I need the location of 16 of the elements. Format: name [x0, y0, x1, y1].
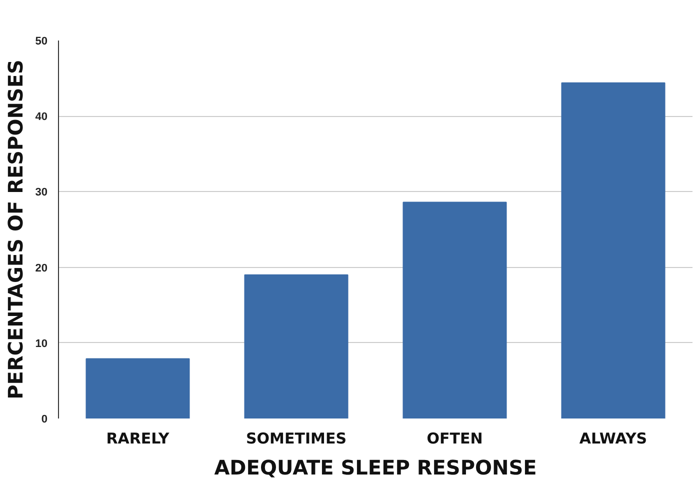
- y-tick-label: 0: [41, 414, 48, 426]
- x-axis-title: ADEQUATE SLEEP RESPONSE: [214, 456, 537, 480]
- y-tick-label: 30: [35, 186, 48, 199]
- y-tick-label: 10: [35, 338, 48, 350]
- y-tick-label: 50: [35, 36, 48, 48]
- bar: [561, 82, 666, 418]
- x-tick-label: RARELY: [106, 430, 170, 448]
- bar: [244, 274, 348, 418]
- y-axis-title: PERCENTAGES OF RESPONSES: [3, 60, 28, 400]
- x-tick-label: OFTEN: [426, 430, 483, 448]
- bar: [402, 202, 507, 418]
- y-tick-label: 20: [35, 262, 48, 274]
- x-tick-label: SOMETIMES: [246, 430, 347, 448]
- y-tick-label: 40: [35, 111, 48, 124]
- x-tick-label: ALWAYS: [579, 430, 648, 448]
- bar: [86, 358, 190, 418]
